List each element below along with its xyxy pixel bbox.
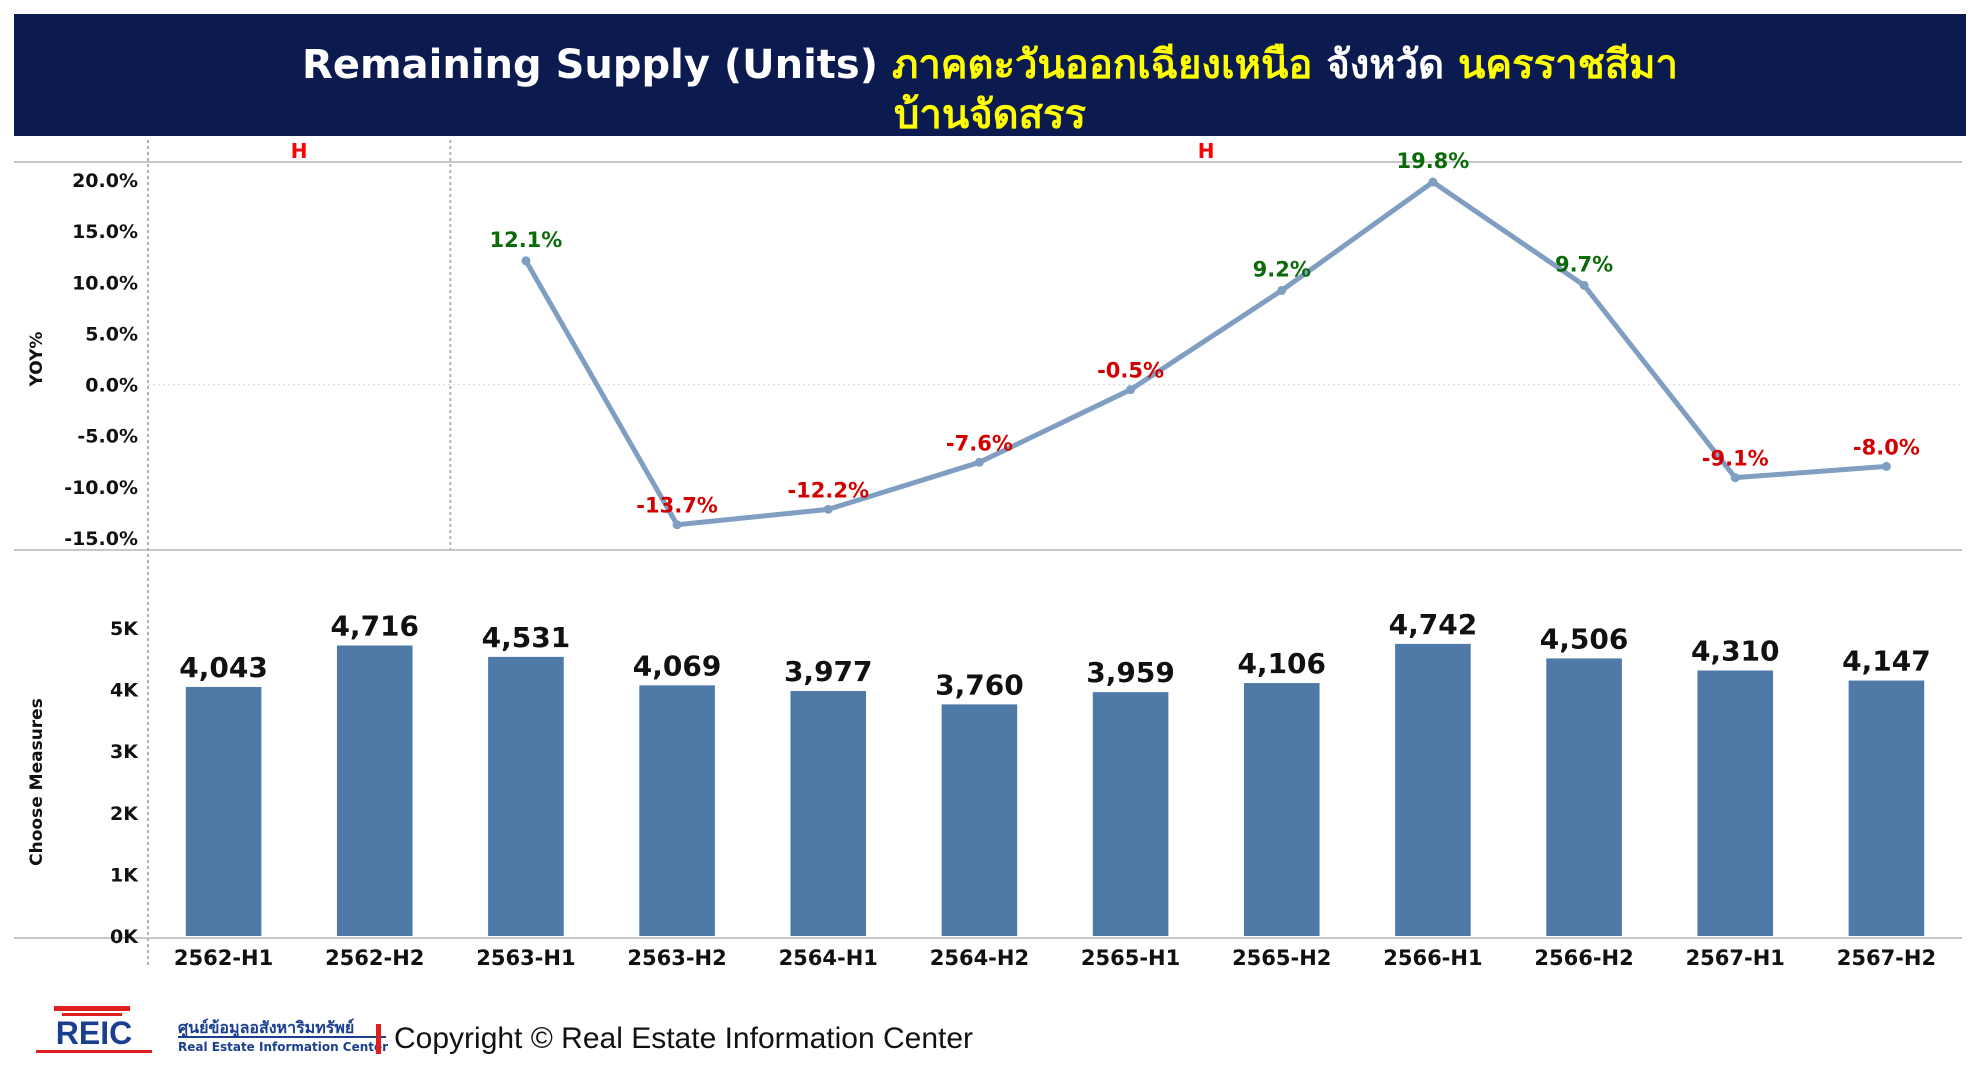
y-tick-label-yoy: 15.0% [72, 221, 138, 243]
bar-data-label: 4,106 [1237, 647, 1326, 680]
y-axis-title-units: Choose Measures [27, 698, 47, 866]
supply-bar [639, 685, 715, 936]
y-tick-label-yoy: 10.0% [72, 272, 138, 294]
bar-data-label: 4,506 [1540, 622, 1629, 655]
x-tick-label: 2563-H1 [476, 946, 575, 970]
y-tick-label-units: 2K [110, 803, 139, 825]
y-tick-label-yoy: 20.0% [72, 170, 138, 192]
bar-data-label: 3,959 [1086, 656, 1175, 689]
logo-underline [178, 1036, 386, 1038]
x-tick-label: 2562-H1 [174, 946, 273, 970]
copyright-text: Copyright © Real Estate Information Cent… [394, 1022, 974, 1055]
yoy-data-label: -0.5% [1097, 359, 1164, 383]
chart-area: H H 20.0% 15.0% 10.0% 5.0% 0.0% -5.0% -10.0% -15.… [14, 139, 1962, 970]
x-tick-label: 2562-H2 [325, 946, 424, 970]
yoy-point [521, 256, 531, 266]
bar-data-label: 4,716 [330, 609, 419, 642]
yoy-data-label: -8.0% [1853, 435, 1920, 459]
x-tick-label: 2567-H2 [1837, 946, 1936, 970]
org-name-th: ศูนย์ข้อมูลอสังหาริมทรัพย์ [178, 1018, 355, 1037]
yoy-data-label: 9.7% [1555, 252, 1613, 276]
y-tick-label-units: 3K [110, 741, 139, 763]
bar-data-label: 3,760 [935, 668, 1024, 701]
yoy-point [672, 520, 682, 530]
footer: REIC ศูนย์ข้อมูลอสังหาริมทรัพย์ Real Est… [30, 1002, 1230, 1062]
supply-bar [1092, 692, 1169, 936]
y-tick-label-yoy: 5.0% [85, 323, 138, 345]
x-tick-label: 2565-H1 [1081, 946, 1180, 970]
supply-bar [941, 704, 1018, 936]
supply-bar [790, 691, 867, 936]
x-tick-label: 2566-H2 [1534, 946, 1633, 970]
yoy-data-label: 12.1% [489, 228, 562, 252]
bar-data-label: 4,742 [1389, 608, 1478, 641]
bar-data-label: 4,043 [179, 651, 268, 684]
yoy-data-label: -13.7% [636, 494, 718, 518]
org-name-en: Real Estate Information Center [178, 1040, 389, 1054]
svg-text:REIC: REIC [56, 1015, 132, 1051]
bar-data-label: 4,147 [1842, 645, 1931, 678]
section-label: H [291, 139, 308, 163]
yoy-data-label: -12.2% [787, 478, 869, 502]
y-tick-label-yoy: -5.0% [77, 426, 138, 448]
yoy-point [1730, 473, 1740, 483]
yoy-point [823, 504, 833, 514]
header-region: ภาคตะวันออกเฉียงเหนือ [891, 42, 1313, 88]
yoy-point [1881, 461, 1891, 471]
y-tick-label-yoy: -15.0% [64, 528, 138, 550]
reic-logo-icon: REIC [36, 1006, 152, 1053]
header-title-en: Remaining Supply (Units) [302, 42, 879, 88]
y-axis-title-yoy: YOY% [27, 332, 47, 388]
header-province-label: จังหวัด [1326, 42, 1445, 88]
y-tick-label-units: 4K [110, 680, 139, 702]
yoy-series-line [523, 179, 1887, 528]
yoy-data-label: 19.8% [1396, 149, 1469, 173]
header-subtitle: บ้านจัดสรร [894, 92, 1086, 138]
y-tick-label-units: 5K [110, 618, 139, 640]
supply-bar [1243, 683, 1320, 936]
bar-data-label: 4,069 [633, 649, 722, 682]
y-tick-label-units: 1K [110, 864, 139, 886]
supply-bar [1848, 680, 1925, 936]
supply-bar [185, 686, 262, 936]
yoy-point [1579, 280, 1589, 290]
x-tick-label: 2564-H2 [930, 946, 1029, 970]
header-province: นครราชสีมา [1458, 42, 1678, 88]
supply-bar [1546, 658, 1622, 936]
y-tick-label-units: 0K [110, 926, 139, 948]
supply-bar [1697, 670, 1774, 936]
x-tick-label: 2563-H2 [627, 946, 726, 970]
yoy-point [1126, 385, 1136, 395]
yoy-point [974, 457, 984, 467]
yoy-point [1428, 177, 1438, 187]
yoy-data-label: -9.1% [1702, 447, 1769, 471]
supply-bar [336, 645, 413, 936]
yoy-data-label: -7.6% [946, 431, 1013, 455]
copyright-divider [376, 1024, 381, 1054]
x-tick-label: 2565-H2 [1232, 946, 1331, 970]
y-tick-label-yoy: 0.0% [85, 375, 138, 397]
section-label: H [1198, 139, 1215, 163]
x-tick-label: 2567-H1 [1686, 946, 1785, 970]
x-tick-label: 2564-H1 [779, 946, 878, 970]
yoy-point [1277, 285, 1287, 295]
yoy-data-label: 9.2% [1253, 257, 1311, 281]
supply-bar [488, 656, 564, 936]
bar-data-label: 4,531 [482, 621, 571, 654]
x-tick-label: 2566-H1 [1383, 946, 1482, 970]
y-tick-label-yoy: -10.0% [64, 477, 138, 499]
bar-data-label: 4,310 [1691, 635, 1780, 668]
bar-data-label: 3,977 [784, 655, 873, 688]
header-title-line: Remaining Supply (Units) ภาคตะวันออกเฉีย… [14, 32, 1966, 96]
chart-header: Remaining Supply (Units) ภาคตะวันออกเฉีย… [14, 14, 1966, 138]
supply-bar [1395, 643, 1471, 936]
